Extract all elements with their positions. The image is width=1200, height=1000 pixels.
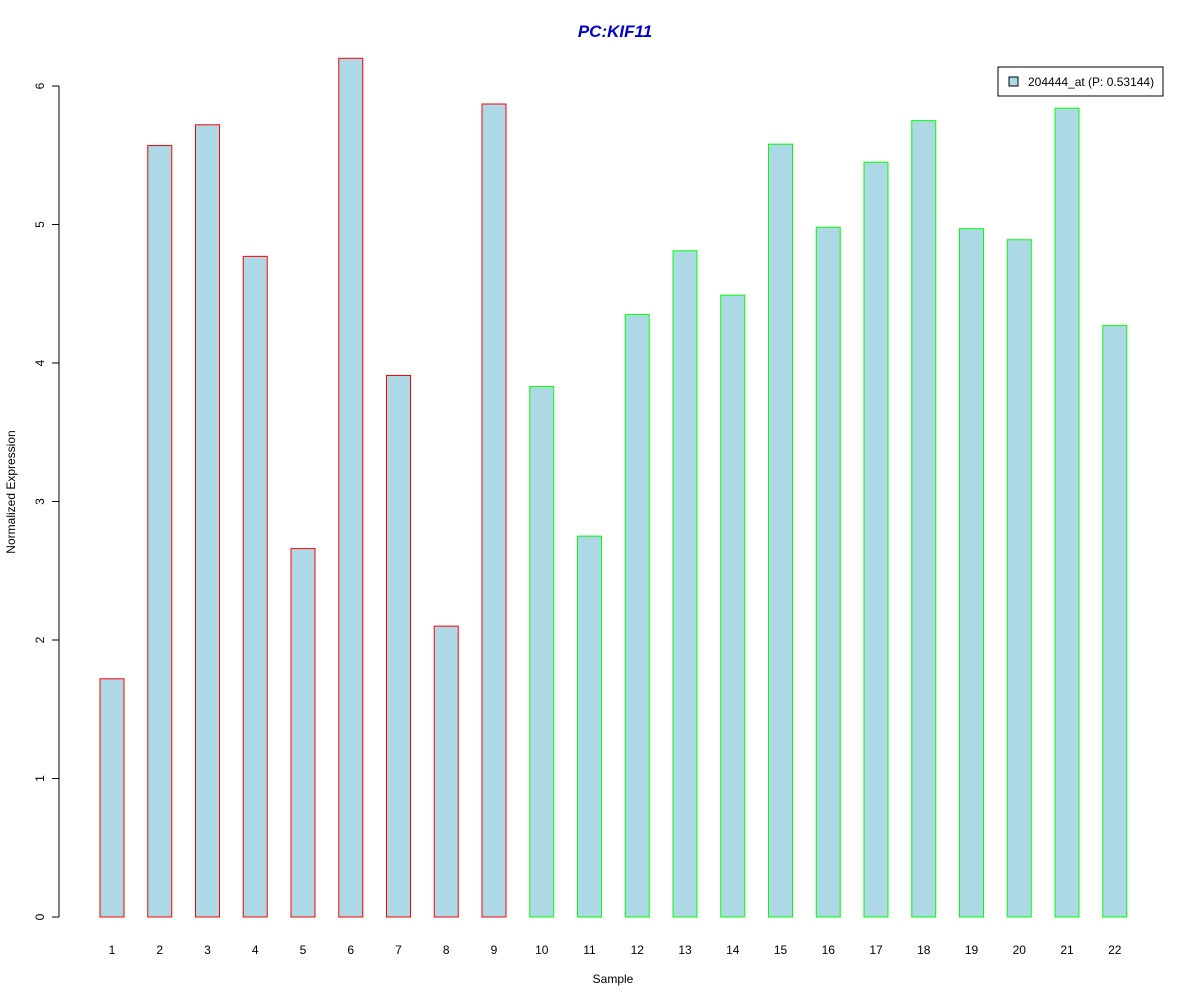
- y-tick-label: 6: [33, 82, 47, 89]
- x-tick-label: 1: [109, 943, 116, 957]
- bar-sample-9: [481, 103, 507, 918]
- x-tick-label: 11: [583, 943, 596, 957]
- y-tick-label: 5: [33, 221, 47, 228]
- bar-sample-15: [768, 143, 793, 918]
- x-tick-label: 14: [726, 943, 740, 957]
- bar-sample-17: [863, 161, 889, 918]
- bar-sample-8: [433, 625, 459, 918]
- bar-sample-19: [959, 228, 984, 918]
- x-tick-label: 16: [822, 943, 836, 957]
- bar-sample-11: [577, 535, 602, 918]
- x-tick-label: 22: [1108, 943, 1122, 957]
- x-tick-label: 6: [347, 943, 354, 957]
- bar-sample-5: [290, 548, 316, 918]
- x-tick-label: 3: [204, 943, 211, 957]
- bar-sample-4: [242, 255, 268, 918]
- bar-sample-6: [338, 57, 364, 918]
- x-tick-label: 21: [1060, 943, 1074, 957]
- bar-sample-20: [1006, 239, 1032, 918]
- y-tick-label: 1: [33, 775, 47, 782]
- bar-sample-2: [147, 145, 173, 918]
- x-tick-label: 9: [491, 943, 498, 957]
- bar-sample-12: [624, 314, 650, 918]
- y-tick-label: 2: [33, 636, 47, 643]
- x-tick-label: 7: [395, 943, 402, 957]
- legend-swatch: [1008, 76, 1019, 87]
- chart-title: PC:KIF11: [578, 22, 652, 41]
- y-axis: 0 1 2 3 4 5 6: [33, 82, 60, 920]
- x-tick-labels: 1 2 3 4 5 6 7 8 9 10 11 12 13 14 15 16 17 18 19 20 21 22: [109, 943, 1122, 957]
- x-tick-label: 5: [300, 943, 307, 957]
- x-tick-label: 12: [631, 943, 645, 957]
- y-axis-label: Normalized Expression: [4, 430, 18, 553]
- bar-sample-18: [911, 120, 937, 918]
- bar-sample-16: [815, 226, 841, 918]
- y-tick-label: 3: [33, 498, 47, 505]
- x-tick-label: 15: [774, 943, 788, 957]
- x-tick-label: 18: [917, 943, 931, 957]
- bar-sample-1: [99, 678, 125, 918]
- bar-sample-22: [1102, 325, 1128, 918]
- x-tick-label: 17: [869, 943, 883, 957]
- x-tick-label: 2: [156, 943, 163, 957]
- bar-sample-10: [529, 386, 555, 918]
- bar-sample-14: [720, 294, 746, 918]
- x-tick-label: 8: [443, 943, 450, 957]
- x-tick-label: 13: [678, 943, 692, 957]
- y-tick-label: 0: [33, 913, 47, 920]
- x-tick-label: 19: [965, 943, 979, 957]
- x-tick-label: 20: [1013, 943, 1027, 957]
- y-tick-label: 4: [33, 359, 47, 366]
- legend-label: 204444_at (P: 0.53144): [1028, 75, 1154, 89]
- x-tick-label: 4: [252, 943, 259, 957]
- bars-group: [99, 57, 1128, 918]
- bar-sample-7: [386, 374, 411, 918]
- x-tick-label: 10: [535, 943, 549, 957]
- bar-sample-3: [195, 124, 220, 918]
- bar-sample-21: [1054, 107, 1080, 918]
- legend-box: [997, 66, 1164, 97]
- legend: 204444_at (P: 0.53144): [997, 66, 1164, 97]
- x-axis-label: Sample: [593, 972, 634, 986]
- bar-sample-13: [672, 250, 698, 918]
